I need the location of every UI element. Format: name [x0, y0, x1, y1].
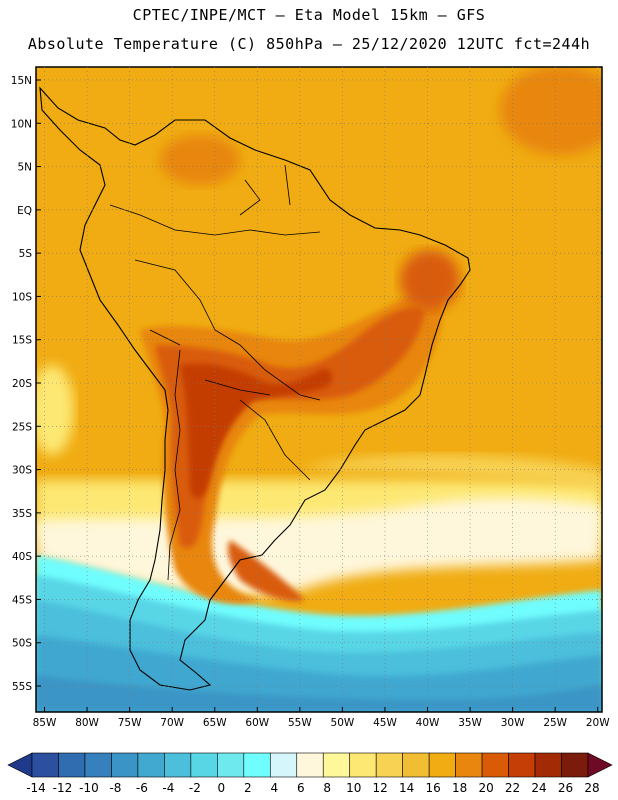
lat-label: 45S — [12, 594, 32, 606]
colorbar-swatch — [217, 752, 245, 778]
colorbar-label: -6 — [136, 781, 148, 795]
temperature-field — [36, 67, 602, 712]
colorbar-label: -8 — [109, 781, 121, 795]
colorbar-label: 24 — [531, 781, 546, 795]
colorbar-label: -4 — [162, 781, 174, 795]
lat-label: 25S — [12, 421, 32, 433]
colorbar-label: -10 — [79, 781, 99, 795]
lon-label: 35W — [458, 717, 482, 729]
colorbar-swatch — [31, 752, 59, 778]
colorbar-label: -2 — [189, 781, 201, 795]
map-title: CPTEC/INPE/MCT – Eta Model 15km – GFS — [132, 6, 486, 24]
colorbar-swatch — [322, 752, 351, 778]
colorbar-label: -14 — [26, 781, 46, 795]
country-borders — [109, 164, 321, 581]
colorbar-swatch — [269, 752, 298, 778]
colorbar-label: -12 — [53, 781, 73, 795]
colorbar-swatch — [58, 752, 86, 778]
lon-label: 30W — [501, 717, 525, 729]
lat-label: 40S — [12, 551, 32, 563]
lat-label: 30S — [12, 465, 32, 477]
colorbar-swatch — [243, 752, 271, 778]
lon-label: 70W — [160, 717, 184, 729]
axis-labels: 15N 10N 5N EQ 5S 10S 15S 20S 25S 30S 35S 40S 45S 50S 5… — [11, 75, 610, 729]
lon-label: 65W — [203, 717, 227, 729]
colorbar-swatch — [84, 752, 112, 778]
colorbar-swatch — [561, 752, 589, 778]
lat-label: EQ — [17, 205, 32, 217]
colorbar-label: 12 — [373, 781, 388, 795]
colorbar-label: 2 — [244, 781, 252, 795]
colorbar: -14 -12 -10 -8 -6 -4 -2 0 2 4 6 8 10 12 14 16 18 20 22 24 26… — [7, 752, 613, 795]
lat-label: 5S — [19, 248, 33, 260]
colorbar-swatch — [534, 752, 562, 778]
map-subtitle: Absolute Temperature (C) 850hPa – 25/12/… — [27, 35, 591, 53]
colorbar-label: 8 — [323, 781, 331, 795]
lat-label: 15N — [11, 75, 32, 87]
colorbar-swatch — [164, 752, 192, 778]
colorbar-swatch — [402, 752, 430, 778]
lat-label: 20S — [12, 378, 32, 390]
south-america-coastline — [39, 86, 471, 691]
colorbar-min-arrow — [7, 752, 33, 778]
colorbar-swatch — [508, 752, 536, 778]
colorbar-label: 22 — [505, 781, 520, 795]
colorbar-swatch — [296, 752, 324, 778]
colorbar-label: 28 — [584, 781, 599, 795]
colorbar-label: 6 — [297, 781, 305, 795]
colorbar-swatch — [190, 752, 218, 778]
lon-label: 55W — [288, 717, 312, 729]
colorbar-max-arrow — [587, 752, 613, 778]
colorbar-label: 20 — [478, 781, 493, 795]
lat-label: 15S — [12, 335, 32, 347]
lon-label: 75W — [118, 717, 142, 729]
map-frame — [35, 66, 603, 713]
colorbar-label: 16 — [426, 781, 441, 795]
lon-label: 25W — [543, 717, 567, 729]
lon-label: 85W — [33, 717, 57, 729]
lon-label: 40W — [416, 717, 440, 729]
colorbar-swatch — [375, 752, 403, 778]
colorbar-swatch — [481, 752, 509, 778]
lon-label: 50W — [331, 717, 355, 729]
lat-label: 10N — [11, 118, 32, 130]
colorbar-label: 26 — [558, 781, 573, 795]
colorbar-swatch — [111, 752, 139, 778]
lon-label: 20W — [586, 717, 610, 729]
colorbar-label: 18 — [452, 781, 467, 795]
lat-label: 10S — [12, 291, 32, 303]
colorbar-label: 0 — [218, 781, 226, 795]
lat-label: 5N — [17, 162, 32, 174]
colorbar-label: 4 — [270, 781, 278, 795]
colorbar-swatch — [428, 752, 456, 778]
lon-label: 45W — [373, 717, 397, 729]
colorbar-swatch — [137, 752, 165, 778]
lon-label: 60W — [245, 717, 269, 729]
lat-label: 55S — [12, 681, 32, 693]
colorbar-label: 14 — [399, 781, 414, 795]
lat-label: 50S — [12, 638, 32, 650]
lon-label: 80W — [75, 717, 99, 729]
lat-label: 35S — [12, 508, 32, 520]
colorbar-swatch — [349, 752, 377, 778]
colorbar-label: 10 — [346, 781, 361, 795]
colorbar-swatch — [455, 752, 483, 778]
